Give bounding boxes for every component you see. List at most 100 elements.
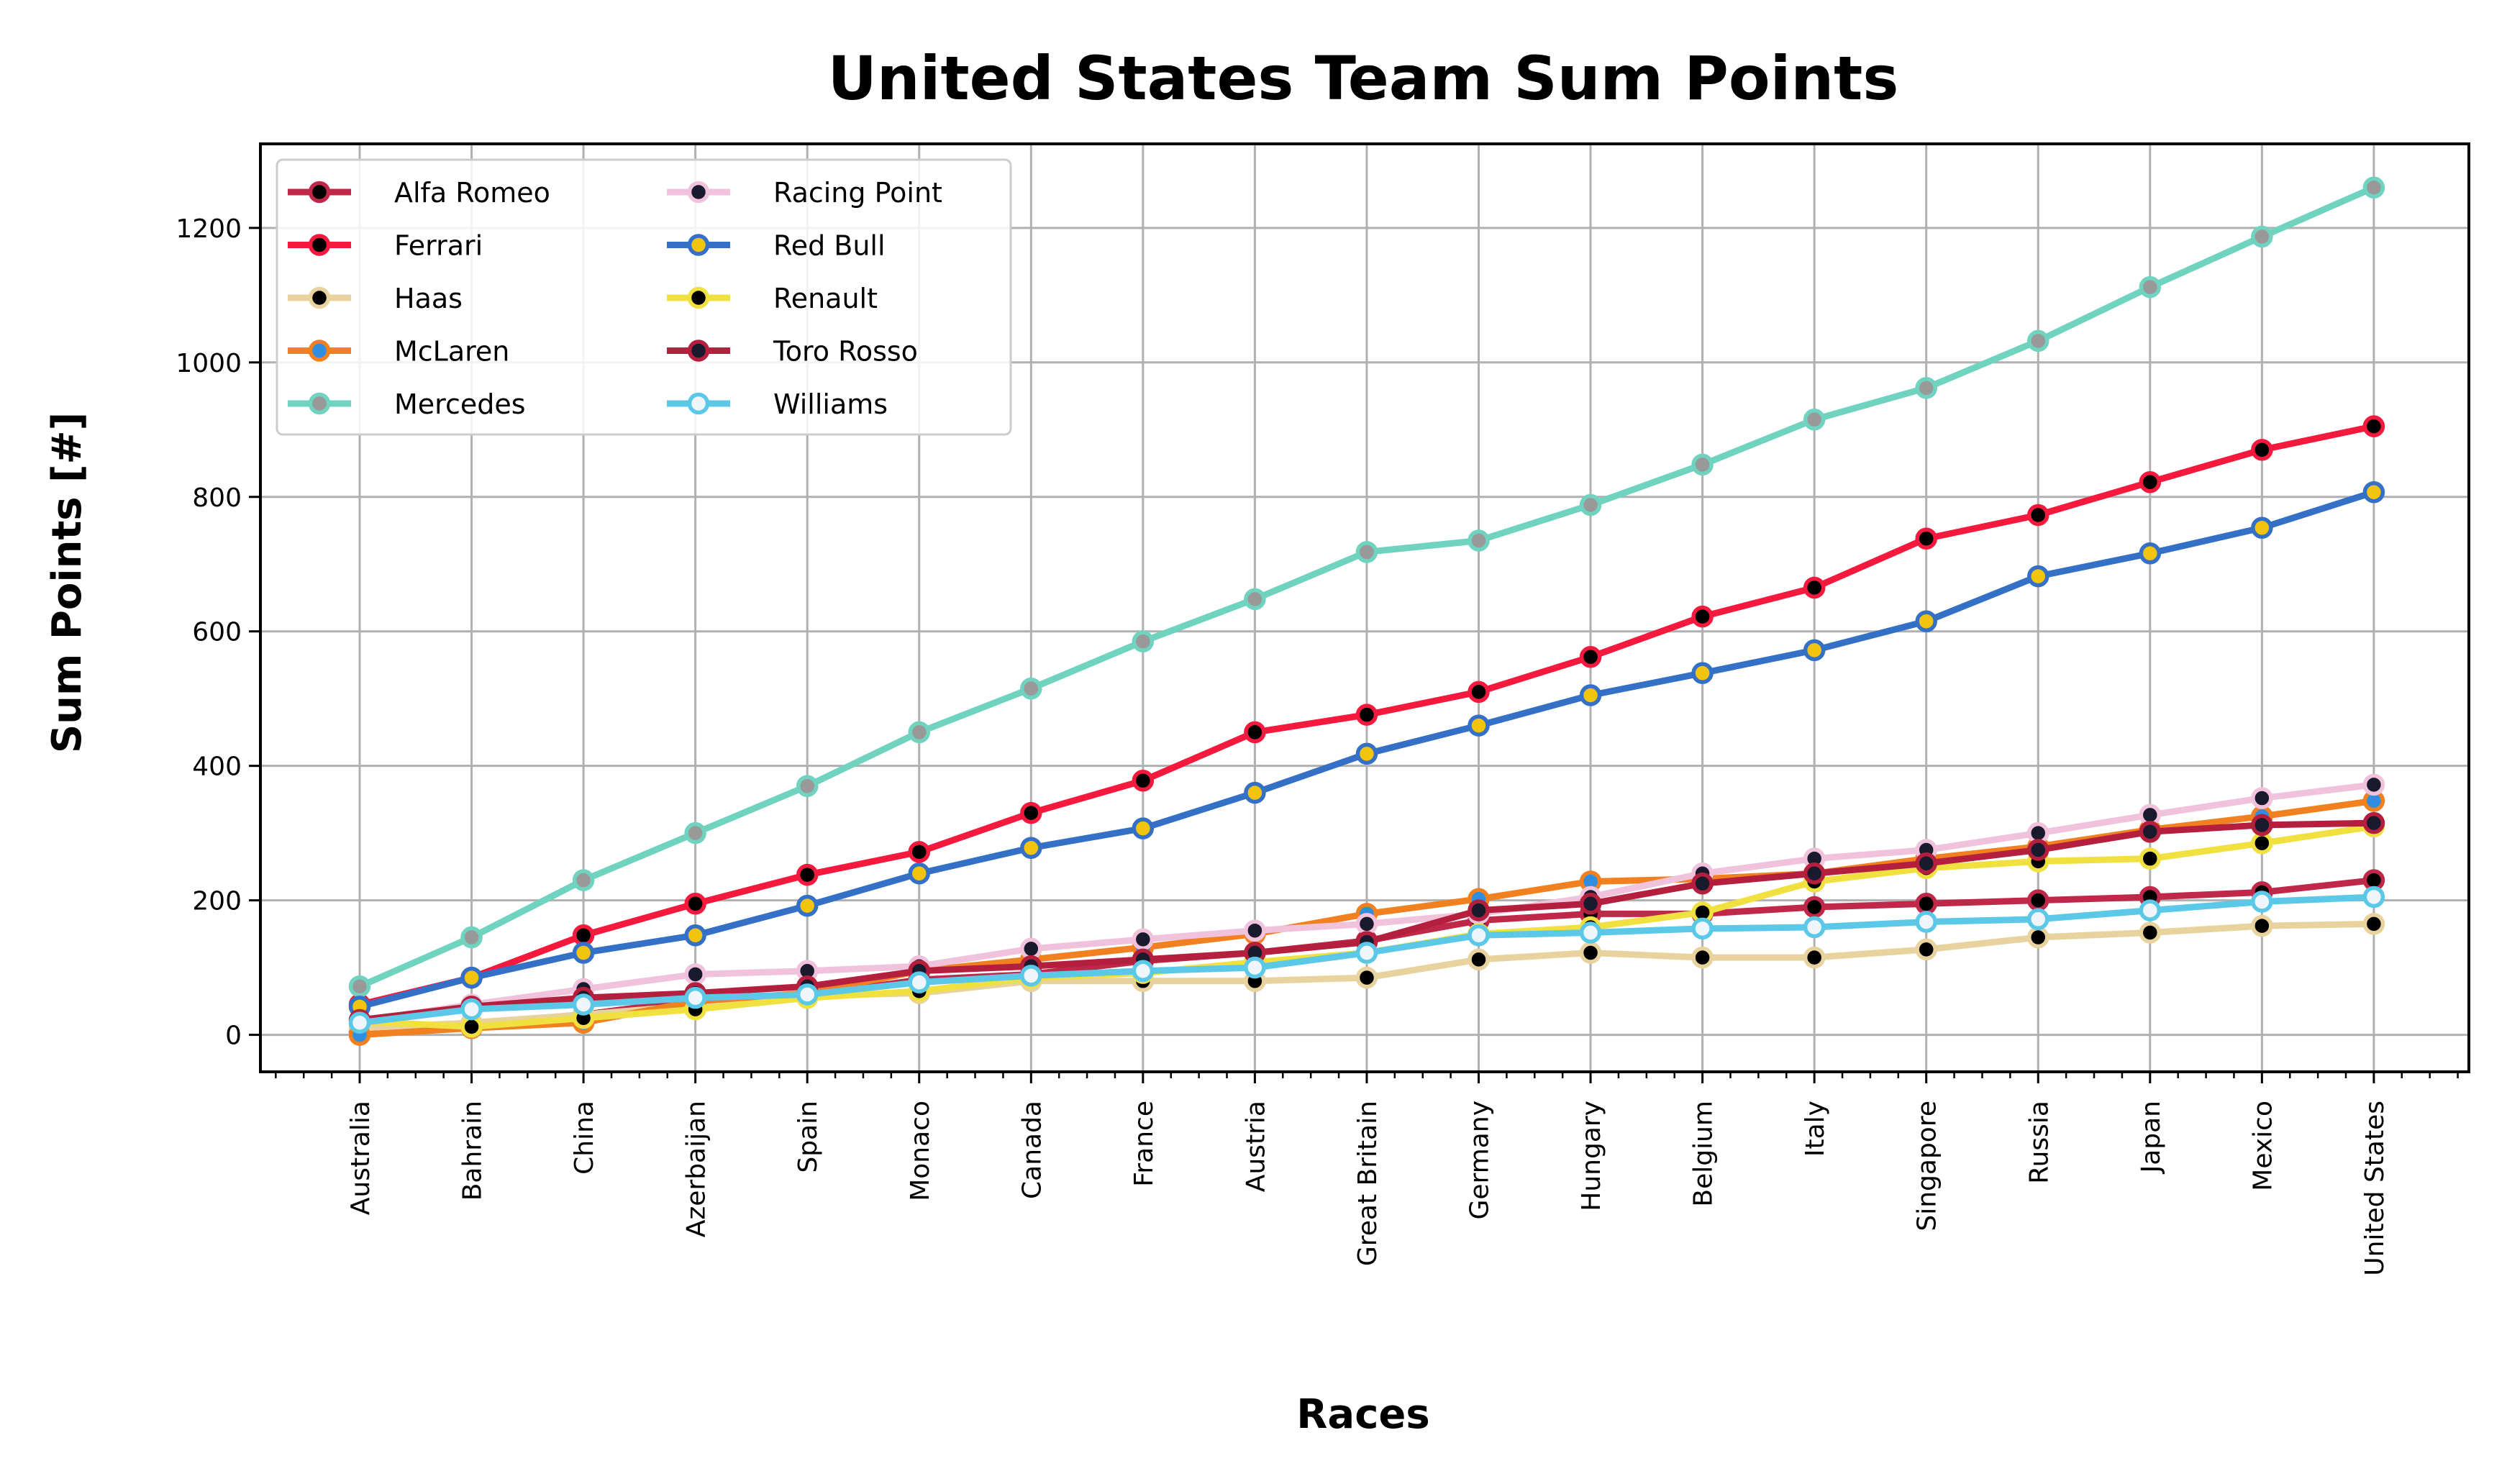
legend-item: Mercedes [288,388,526,420]
x-tick-label: Belgium [1689,1101,1719,1207]
data-point [1915,938,1937,961]
data-point [2362,481,2385,504]
x-tick-label: Canada [1017,1101,1047,1199]
plot-frame [259,142,2470,1073]
data-point [2027,889,2049,911]
data-point [460,998,483,1021]
data-point [2362,415,2385,437]
data-point [1355,704,1378,726]
series-red-bull [348,481,2385,1018]
legend-label: Toro Rosso [773,336,918,368]
data-point [1803,916,1826,939]
x-tick-label: Monaco [906,1101,935,1201]
y-tick-label: 600 [192,618,242,647]
data-point [1803,409,1826,431]
data-point [2027,329,2049,352]
axis-ticks: Australia Bahrain China Azerbaijan Spain Mona… [176,214,2459,1276]
y-tick-label: 200 [192,887,242,916]
data-point [2027,926,2049,949]
data-point [1691,605,1714,628]
x-tick-label: France [1129,1101,1159,1187]
y-tick-label: 0 [225,1021,242,1051]
series-lines [348,176,2385,1046]
x-tick-label: United States [2360,1101,2390,1276]
data-point [1355,942,1378,964]
legend-label: Red Bull [773,230,886,262]
x-tick-label: Austria [1241,1101,1270,1192]
data-point [796,775,819,797]
x-tick-label: Singapore [1913,1101,1942,1232]
y-tick-label: 1000 [176,349,242,378]
data-point [2362,886,2385,909]
data-point [2251,516,2273,540]
legend-label: Alfa Romeo [394,177,550,209]
data-point [2362,913,2385,935]
data-point [1579,942,1602,964]
data-point [1579,493,1602,516]
legend-item: Alfa Romeo [288,177,550,209]
legend-item: Toro Rosso [667,336,918,368]
data-point [1803,639,1826,662]
legend-label: Mercedes [394,388,526,420]
legend-item: McLaren [288,336,509,368]
data-point [2139,542,2162,565]
x-tick-label: Mexico [2248,1101,2278,1191]
data-point [1691,946,1714,969]
y-tick-label: 800 [192,483,242,513]
data-point [2139,921,2162,944]
x-tick-label: Russia [2024,1101,2054,1184]
data-point [1691,662,1714,684]
data-point [1132,769,1155,792]
legend-box [276,158,1012,436]
legend-label: McLaren [394,336,509,368]
data-point [1915,610,1937,632]
data-point [2251,225,2273,248]
data-point [1132,630,1155,652]
x-tick-label: Germany [1465,1101,1495,1219]
data-point [1020,965,1042,987]
data-point [1579,921,1602,944]
data-point [2251,832,2273,855]
legend-item: Renault [667,283,878,314]
data-point [2362,176,2385,199]
data-point [1915,911,1937,933]
data-point [1579,684,1602,706]
x-tick-label: Australia [346,1101,376,1215]
data-point [1803,862,1826,885]
data-point [460,1016,483,1038]
data-point [1244,956,1266,979]
data-point [1020,677,1042,700]
data-point [1691,453,1714,476]
data-point [572,924,595,947]
legend-label: Renault [773,283,878,314]
legend-swatch-marker [308,340,331,362]
data-point [1468,529,1490,552]
data-point [684,893,706,915]
chart-title: United States Team Sum Points [828,43,1899,114]
data-point [1244,919,1266,942]
data-point [2027,908,2049,931]
data-point [2251,787,2273,809]
data-point [460,966,483,989]
data-point [1691,917,1714,940]
data-point [684,924,706,947]
series-mercedes [348,176,2385,998]
legend-swatch-marker [308,286,331,309]
data-point [1020,801,1042,824]
data-point [1915,893,1937,915]
data-point [796,863,819,886]
legend-swatch-marker [308,181,331,204]
data-point [2027,839,2049,861]
data-point [348,1011,371,1034]
legend: Alfa Romeo Ferrari Haas McLaren Mercedes Raci… [276,158,1012,436]
data-point [2251,914,2273,937]
data-point [1468,714,1490,737]
data-point [1132,817,1155,839]
data-point [1915,527,1937,550]
legend-label: Williams [773,388,888,420]
x-tick-label: Great Britain [1353,1101,1383,1266]
data-point [2139,847,2162,870]
data-point [684,986,706,1009]
data-point [684,821,706,845]
data-point [1132,960,1155,983]
